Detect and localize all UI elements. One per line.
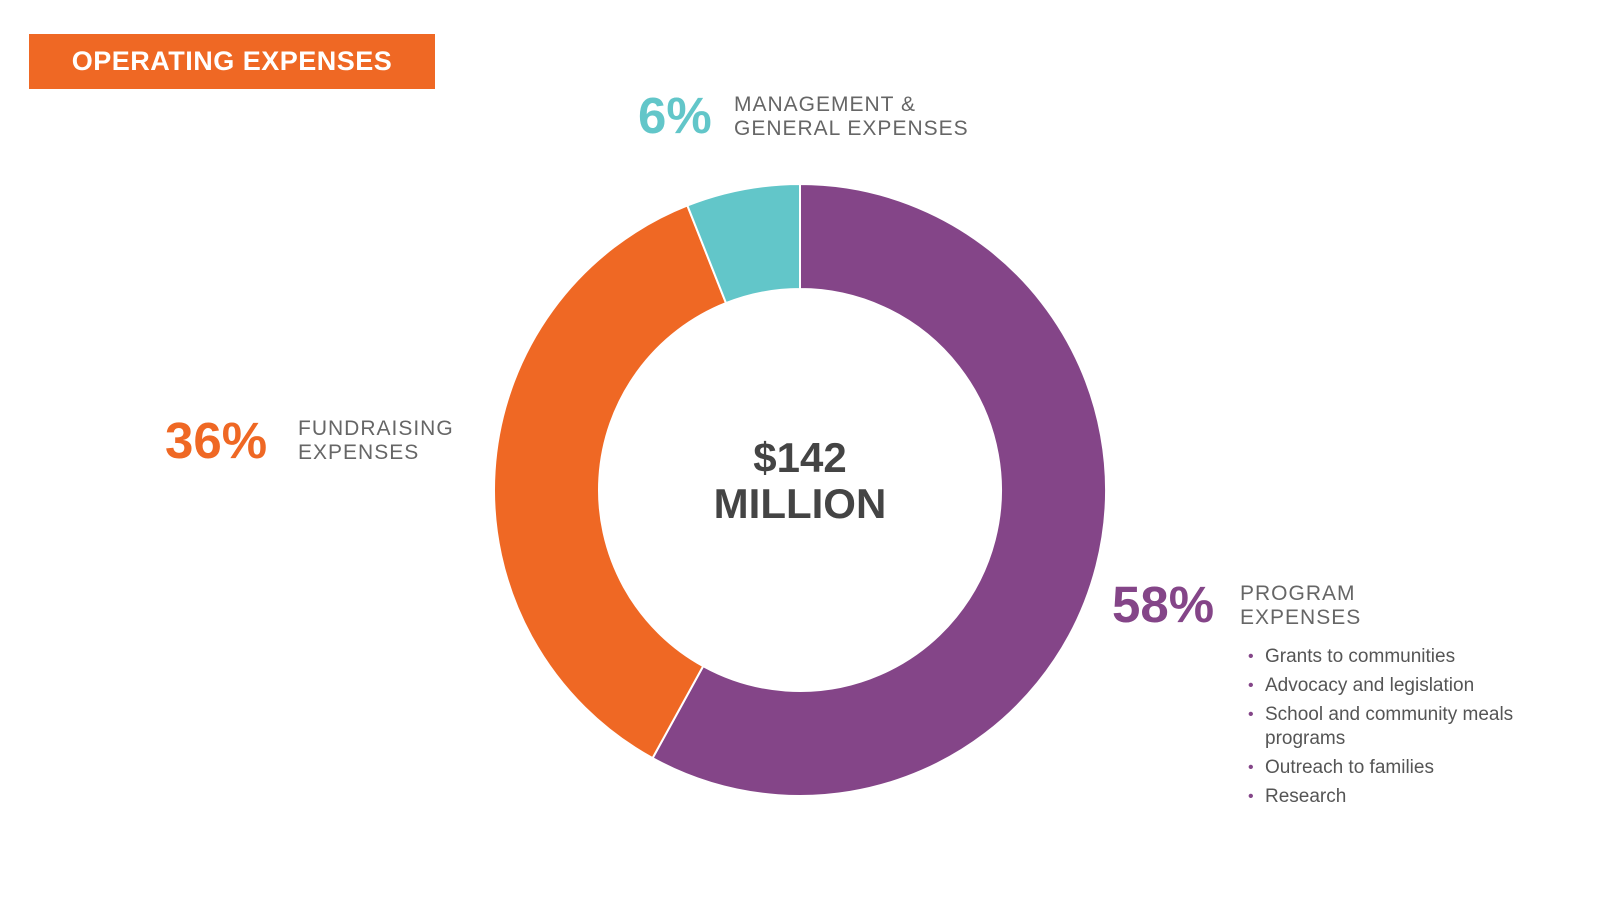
fundraising-label: FUNDRAISING EXPENSES — [298, 417, 454, 465]
program-item: • Outreach to families — [1248, 757, 1434, 778]
center-total: $142 MILLION — [640, 435, 960, 527]
program-item: • Advocacy and legislation — [1248, 675, 1475, 696]
program-item: • School and community meals programs — [1248, 704, 1514, 749]
management-percent: 6% — [638, 87, 712, 144]
bullet-icon: • — [1248, 788, 1254, 805]
chart-title: OPERATING EXPENSES — [71, 46, 393, 76]
program-item: • Grants to communities — [1248, 646, 1456, 667]
donut-slice-fundraising-expenses — [493, 204, 728, 760]
management-label: MANAGEMENT & GENERAL EXPENSES — [734, 93, 969, 141]
center-unit: MILLION — [713, 480, 887, 527]
management-label-line1: MANAGEMENT & — [734, 93, 916, 116]
program-label-line1: PROGRAM — [1240, 582, 1356, 605]
program-percent: 58% — [1112, 576, 1215, 633]
program-items-list: • Grants to communities • Advocacy and leg… — [1248, 645, 1565, 814]
bullet-icon: • — [1248, 706, 1254, 723]
title-badge: OPERATING EXPENSES — [29, 34, 435, 89]
donut-slice-program-expenses — [651, 182, 1107, 797]
fundraising-percent: 36% — [165, 412, 268, 469]
center-amount: $142 — [753, 434, 847, 481]
bullet-icon: • — [1248, 648, 1254, 665]
fundraising-label-line1: FUNDRAISING — [298, 417, 454, 440]
program-item: • Research — [1248, 786, 1347, 807]
program-label-line2: EXPENSES — [1240, 606, 1362, 629]
donut-slice-management-and-general-expenses — [686, 182, 801, 305]
program-label: PROGRAM EXPENSES — [1240, 582, 1361, 630]
fundraising-label-line2: EXPENSES — [298, 441, 420, 464]
management-label-line2: GENERAL EXPENSES — [734, 117, 969, 140]
bullet-icon: • — [1248, 759, 1254, 776]
bullet-icon: • — [1248, 677, 1254, 694]
